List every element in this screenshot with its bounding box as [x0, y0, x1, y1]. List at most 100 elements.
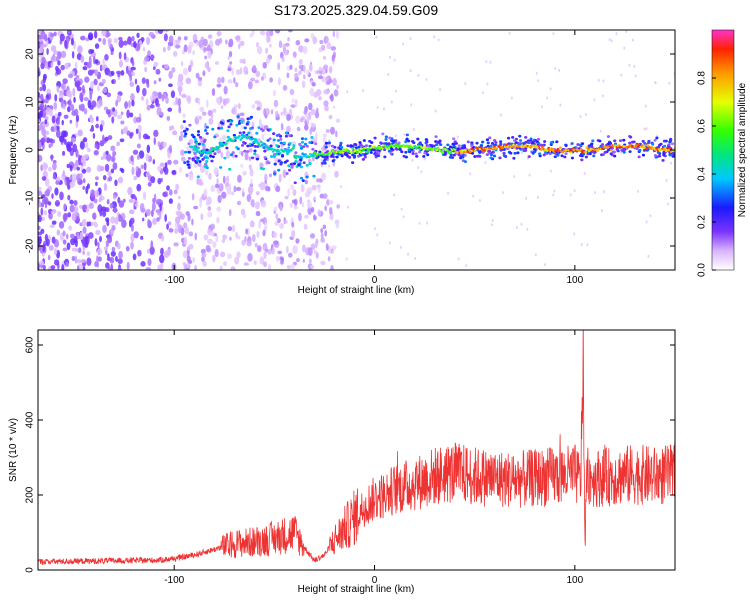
spectrogram-cell — [311, 147, 315, 151]
spectrogram-cell — [332, 30, 336, 38]
spectrogram-cell — [52, 174, 56, 180]
spectrogram-cell — [198, 181, 204, 186]
spectrogram-ridge-cell — [366, 147, 370, 151]
spectrogram-cell — [400, 207, 403, 211]
spectrogram-cell — [136, 32, 140, 39]
spectrogram-cell — [465, 264, 468, 268]
spectrogram-cell — [241, 188, 245, 193]
spectrogram-cell — [178, 135, 182, 142]
spectrogram-cell — [314, 142, 318, 146]
spectrogram-cell — [308, 102, 313, 111]
spectrogram-cell — [478, 199, 481, 203]
spectrogram-cell — [178, 166, 183, 173]
spectrogram-ridge-cell — [652, 146, 656, 150]
spectrogram-cell — [214, 248, 219, 258]
spectrogram-cell — [308, 258, 312, 264]
spectrogram-cell — [347, 205, 350, 209]
spectrogram-cell — [215, 38, 221, 46]
spectrogram-cell — [569, 193, 572, 197]
spectrogram-cell — [189, 59, 194, 68]
spectrogram-ridge-cell — [359, 151, 363, 154]
spectrogram-cell — [100, 156, 104, 161]
spectrogram-cell — [308, 162, 312, 165]
spectrogram-cell — [590, 145, 594, 149]
spectrogram-cell — [469, 172, 472, 176]
spectrogram-cell — [173, 159, 179, 165]
spectrogram-cell — [67, 212, 72, 218]
spectrogram-cell — [286, 72, 290, 79]
spectrogram-cell — [239, 58, 244, 64]
spectrogram-cell — [245, 122, 249, 126]
spectrogram-ridge-cell — [263, 142, 267, 146]
spectrogram-cell — [269, 144, 273, 148]
spectrogram-cell — [98, 235, 102, 243]
snr-panel: -100 0 100 0 200 400 600 Height of straight l… — [8, 329, 676, 595]
spectrogram-ridge-cell — [294, 156, 298, 160]
spectrogram-ridge-cell — [351, 147, 354, 150]
spectrogram-cell — [136, 143, 141, 149]
spectrogram-cell — [394, 134, 397, 138]
spectrogram-cell — [553, 155, 557, 159]
spectrogram-cell — [133, 116, 138, 124]
spectrogram-cell — [260, 199, 267, 208]
spectrogram-cell — [243, 65, 249, 75]
spectrogram-cell — [110, 155, 116, 163]
spectrogram-cell — [132, 253, 137, 261]
spectrogram-cell — [62, 150, 66, 156]
spectrogram-cell — [613, 154, 617, 158]
spectrogram-cell — [502, 191, 505, 195]
spectrogram-ridge-cell — [407, 146, 411, 149]
spectrogram-cell — [423, 151, 427, 155]
spectrogram-cell — [331, 245, 337, 250]
spectrogram-cell — [106, 199, 110, 205]
spectrogram-cell — [528, 140, 532, 144]
spectrogram-cell — [77, 129, 83, 137]
spectrogram-cell — [543, 263, 546, 267]
spectrogram-ridge-cell — [387, 147, 390, 151]
spectrogram-cell — [456, 135, 459, 139]
spectrogram-cell — [163, 250, 170, 258]
spectrogram-cell — [161, 94, 165, 102]
spectrogram-cell — [69, 164, 73, 172]
colorbar-ticks: 0.0 0.2 0.4 0.6 0.8 — [697, 71, 716, 277]
spectrogram-cell — [655, 136, 659, 140]
spectrogram-cell — [73, 205, 79, 214]
spectrogram-cell — [180, 61, 184, 67]
spectrogram-cell — [610, 39, 613, 43]
spectrogram-cell — [40, 44, 44, 53]
spectrogram-cell — [208, 117, 214, 125]
spectrogram-cell — [584, 113, 587, 117]
spectrogram-cell — [261, 167, 265, 171]
spectrogram-cell — [564, 144, 568, 148]
spectrogram-cell — [159, 162, 165, 167]
spectrogram-cell — [205, 125, 209, 129]
spectrogram-cell — [86, 183, 90, 190]
spectrogram-ridge-cell — [495, 147, 499, 150]
spectrogram-cell — [470, 151, 475, 155]
spectrogram-ridge-cell — [293, 154, 297, 158]
spectrogram-cell — [174, 227, 178, 235]
spectrogram-cell — [461, 155, 465, 159]
spectrogram-cell — [61, 119, 64, 126]
spectrogram-cell — [117, 114, 122, 120]
spectrogram-cell — [89, 92, 93, 100]
spectrogram-cell — [116, 70, 121, 75]
spectrogram-cell — [280, 154, 285, 158]
spectrogram-cell — [140, 235, 144, 240]
spectrogram-cell — [500, 113, 503, 117]
spectrogram-cell — [349, 144, 353, 148]
spectrogram-cell — [146, 249, 151, 254]
spectrogram-cell — [102, 87, 108, 94]
spectrogram-cell — [104, 163, 110, 172]
spectrogram-cell — [275, 185, 281, 193]
spectrogram-cell — [403, 132, 406, 136]
spectrogram-cell — [267, 264, 272, 270]
spectrogram-cell — [393, 193, 396, 197]
spectrogram-cell — [226, 253, 233, 260]
spectrogram-cell — [278, 173, 282, 183]
spectrogram-cell — [373, 227, 376, 231]
spectrogram-cell — [631, 140, 635, 144]
spectrogram-ridge-cell — [251, 137, 255, 140]
spectrogram-ytick-label: 10 — [25, 96, 36, 108]
